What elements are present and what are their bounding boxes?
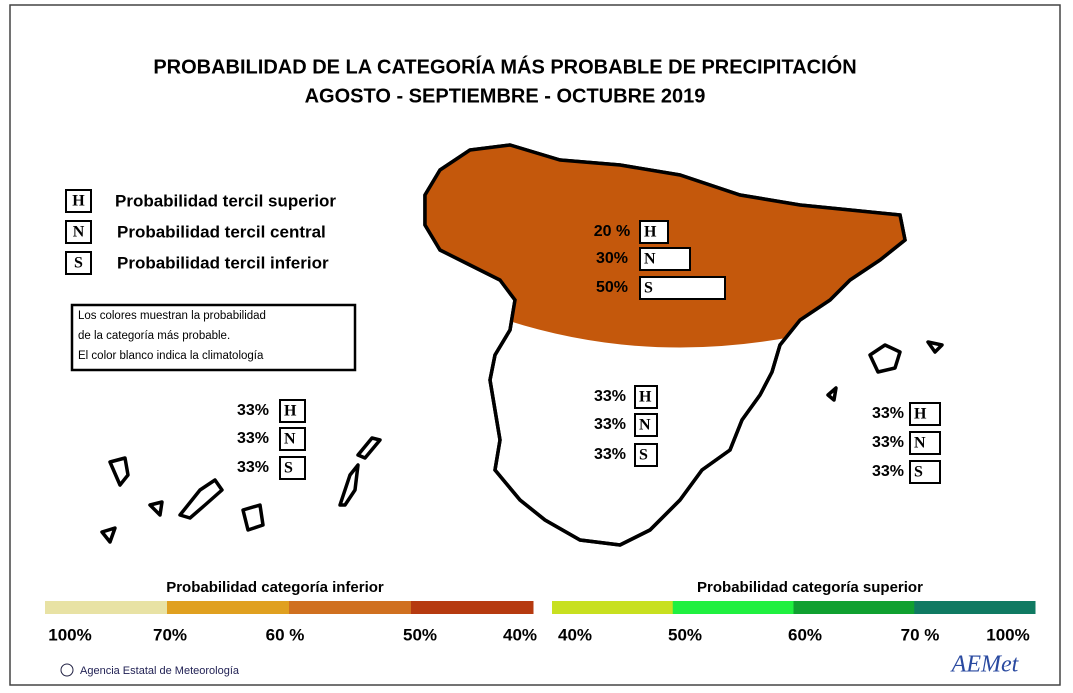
title: PROBABILIDAD DE LA CATEGORÍA MÁS PROBABL… bbox=[153, 54, 856, 78]
region-percent: 33% bbox=[594, 446, 626, 463]
region-letter: H bbox=[639, 389, 652, 406]
region-percent: 30% bbox=[596, 250, 628, 267]
region-letter: S bbox=[284, 460, 293, 477]
scale-label: 60% bbox=[788, 625, 822, 644]
region-box bbox=[634, 385, 658, 409]
legend-letter: H bbox=[72, 193, 85, 210]
region-percent: 50% bbox=[596, 279, 628, 296]
region-percent: 33% bbox=[872, 463, 904, 480]
legend-box bbox=[65, 189, 92, 213]
region-letter: H bbox=[284, 403, 297, 420]
region-percent: 33% bbox=[594, 388, 626, 405]
region-letter: S bbox=[639, 447, 648, 464]
region-percent: 33% bbox=[872, 434, 904, 451]
region-letter: S bbox=[644, 280, 653, 297]
note-box bbox=[70, 303, 357, 372]
scale-segment bbox=[914, 601, 1036, 614]
legend-label: Probabilidad tercil inferior bbox=[117, 253, 329, 272]
legend-letter: N bbox=[73, 224, 85, 241]
scale-title: Probabilidad categoría superior bbox=[697, 579, 923, 596]
region-box bbox=[279, 427, 306, 451]
region-box bbox=[909, 431, 941, 455]
scale-segment bbox=[793, 601, 915, 614]
region-box bbox=[634, 443, 658, 467]
region-letter: N bbox=[914, 435, 926, 452]
note-line: de la categoría más probable. bbox=[78, 330, 230, 342]
region-percent: 33% bbox=[594, 416, 626, 433]
region-letter: N bbox=[644, 251, 656, 268]
scale-label: 40% bbox=[558, 625, 592, 644]
region-box bbox=[909, 460, 941, 484]
region-percent: 33% bbox=[237, 430, 269, 447]
scale-segment bbox=[552, 601, 674, 614]
scale-segment bbox=[672, 601, 794, 614]
region-box bbox=[279, 399, 306, 423]
copyright-icon bbox=[60, 663, 74, 677]
region-percent: 33% bbox=[237, 459, 269, 476]
scale-segment bbox=[45, 601, 168, 614]
scale-label: 100% bbox=[986, 625, 1029, 644]
region-letter: N bbox=[639, 417, 651, 434]
scale-segment bbox=[289, 601, 412, 614]
region-box bbox=[634, 413, 658, 437]
scale-label: 70 % bbox=[901, 625, 940, 644]
subtitle: AGOSTO - SEPTIEMBRE - OCTUBRE 2019 bbox=[305, 85, 706, 107]
region-letter: N bbox=[284, 431, 296, 448]
note-line: El color blanco indica la climatología bbox=[78, 350, 264, 362]
scale-label: 50% bbox=[668, 625, 702, 644]
region-box bbox=[639, 220, 669, 244]
scale-label: 70% bbox=[153, 625, 187, 644]
region-percent: 33% bbox=[237, 402, 269, 419]
logo: AEMet bbox=[950, 652, 1020, 678]
legend-label: Probabilidad tercil superior bbox=[115, 191, 336, 210]
legend-label: Probabilidad tercil central bbox=[117, 222, 326, 241]
scale-title: Probabilidad categoría inferior bbox=[166, 579, 384, 596]
scale-label: 100% bbox=[48, 625, 91, 644]
islands bbox=[100, 340, 944, 544]
region-box bbox=[639, 276, 726, 300]
region-box bbox=[639, 247, 691, 271]
region-letter: H bbox=[914, 406, 927, 423]
frame bbox=[9, 4, 1061, 686]
scale-label: 40% bbox=[503, 625, 537, 644]
legend-box bbox=[65, 251, 92, 275]
credit: Agencia Estatal de Meteorología bbox=[80, 665, 240, 677]
region-percent: 33% bbox=[872, 405, 904, 422]
note-line: Los colores muestran la probabilidad bbox=[78, 310, 266, 322]
scale-segment bbox=[411, 601, 534, 614]
scale-label: 50% bbox=[403, 625, 437, 644]
legend-box bbox=[65, 220, 92, 244]
region-letter: H bbox=[644, 224, 657, 241]
region-letter: S bbox=[914, 464, 923, 481]
scale-label: 60 % bbox=[266, 625, 305, 644]
legend-letter: S bbox=[74, 255, 83, 272]
region-box bbox=[279, 456, 306, 480]
region-box bbox=[909, 402, 941, 426]
scale-segment bbox=[167, 601, 290, 614]
region-percent: 20 % bbox=[594, 223, 630, 240]
